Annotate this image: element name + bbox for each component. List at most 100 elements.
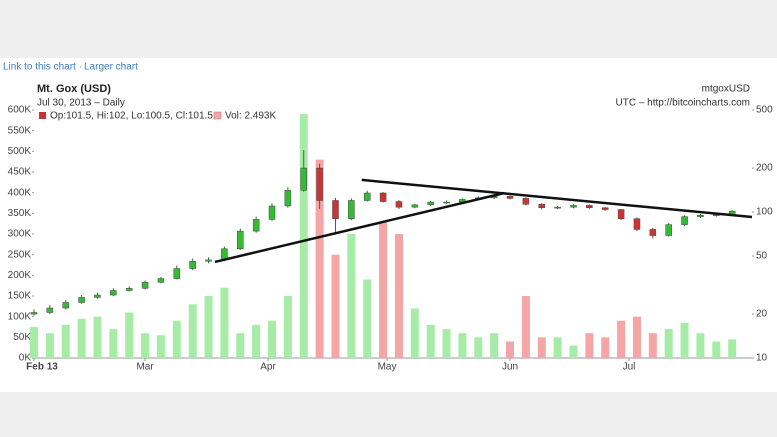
candle-body xyxy=(284,189,292,207)
volume-bar xyxy=(506,341,515,358)
y-tick-label: 350K xyxy=(8,208,32,219)
y-tick-label: 0K xyxy=(19,353,32,364)
candle-body xyxy=(157,278,165,283)
x-tick-label: May xyxy=(378,362,397,373)
candle-body xyxy=(665,224,672,236)
x-tick-label: Feb 13 xyxy=(26,362,58,373)
candle-body xyxy=(205,259,212,262)
volume-bar xyxy=(569,345,578,358)
volume-bar xyxy=(93,316,102,358)
y2-tick-label: 10 xyxy=(756,353,768,364)
candle-body xyxy=(78,297,85,303)
candle-body xyxy=(443,201,450,204)
volume-bar xyxy=(664,329,673,358)
volume-bar xyxy=(299,114,308,358)
candle-body xyxy=(554,206,561,209)
volume-bar xyxy=(283,296,292,358)
y-tick-label: 300K xyxy=(8,229,32,240)
volume-bar xyxy=(109,329,118,358)
legend-swatch xyxy=(213,111,222,120)
volume-bar xyxy=(379,221,388,358)
volume-bar xyxy=(30,327,38,358)
volume-bar xyxy=(394,234,403,358)
volume-bar xyxy=(315,159,324,358)
candle-body xyxy=(189,261,196,269)
y-tick-label: 500K xyxy=(8,146,32,157)
candle-body xyxy=(363,192,371,201)
link-separator: · xyxy=(79,62,82,73)
y-tick-label: 250K xyxy=(8,249,32,260)
volume-bar xyxy=(696,333,705,358)
candle-body xyxy=(62,302,69,309)
y-tick-label: 600K xyxy=(8,105,32,116)
y-tick-label: 400K xyxy=(8,187,32,198)
candle-body xyxy=(395,201,403,208)
candle-body xyxy=(411,204,419,208)
x-tick-label: Apr xyxy=(260,362,276,373)
chart-title: Mt. Gox (USD) xyxy=(37,83,111,95)
candle-body xyxy=(46,307,54,313)
volume-bar xyxy=(252,324,261,358)
candle-body xyxy=(506,196,514,199)
y-tick-label: 450K xyxy=(8,167,32,178)
y-tick-label: 100K xyxy=(8,311,32,322)
volume-bar xyxy=(268,320,277,358)
legend-entry: Vol: 2.493K xyxy=(225,111,276,122)
candle-body xyxy=(125,288,133,291)
volume-bar xyxy=(632,316,641,358)
volume-bar xyxy=(220,287,229,358)
volume-bar xyxy=(537,337,546,358)
legend-swatch xyxy=(39,112,46,119)
volume-bar xyxy=(236,333,245,358)
volume-bar xyxy=(490,333,499,358)
candle-body xyxy=(110,290,117,296)
volume-bar xyxy=(61,324,70,358)
candle-body xyxy=(427,201,434,206)
volume-bar xyxy=(141,333,150,358)
source: UTC – http://bitcoincharts.com xyxy=(616,98,751,109)
x-tick-label: Jul xyxy=(623,362,636,373)
candle-body xyxy=(348,200,355,219)
trend-line xyxy=(214,191,505,264)
candle-body xyxy=(649,229,657,236)
candle-body xyxy=(538,204,546,208)
volume-bar xyxy=(156,335,165,358)
volume-bar xyxy=(553,337,562,358)
candle-body xyxy=(332,200,339,219)
volume-bar xyxy=(188,304,197,358)
volume-bar xyxy=(474,337,483,358)
volume-bar xyxy=(601,337,610,358)
volume-bar xyxy=(442,329,451,358)
candle-body xyxy=(697,215,704,217)
volume-bar xyxy=(680,322,689,358)
y-tick-label: 150K xyxy=(8,291,32,302)
volume-bar xyxy=(728,339,737,358)
volume-bar xyxy=(347,234,356,358)
candle-body xyxy=(300,167,307,191)
volume-bar xyxy=(712,341,721,358)
candle-body xyxy=(586,205,593,208)
volume-bar xyxy=(172,320,181,358)
link[interactable]: Larger chart xyxy=(84,62,138,73)
volume-bar xyxy=(521,296,530,358)
x-tick-label: Jun xyxy=(502,362,518,373)
link[interactable]: Link to this chart xyxy=(3,62,76,73)
candle-body xyxy=(252,219,260,232)
y2-tick-label: 20 xyxy=(756,309,768,320)
volume-bar xyxy=(648,333,657,358)
candle-body xyxy=(617,209,625,219)
y2-tick-label: 50 xyxy=(756,251,768,262)
candle-body xyxy=(681,216,688,225)
y2-tick-label: 100 xyxy=(756,207,773,218)
candle-body xyxy=(94,294,101,298)
volume-bar xyxy=(331,254,340,358)
symbol: mtgoxUSD xyxy=(702,84,750,95)
x-tick-label: Mar xyxy=(136,362,154,373)
candle-body xyxy=(633,218,641,230)
volume-bar xyxy=(426,324,435,358)
candle-body xyxy=(570,205,577,208)
volume-bar xyxy=(617,320,626,358)
volume-bar xyxy=(125,312,134,358)
